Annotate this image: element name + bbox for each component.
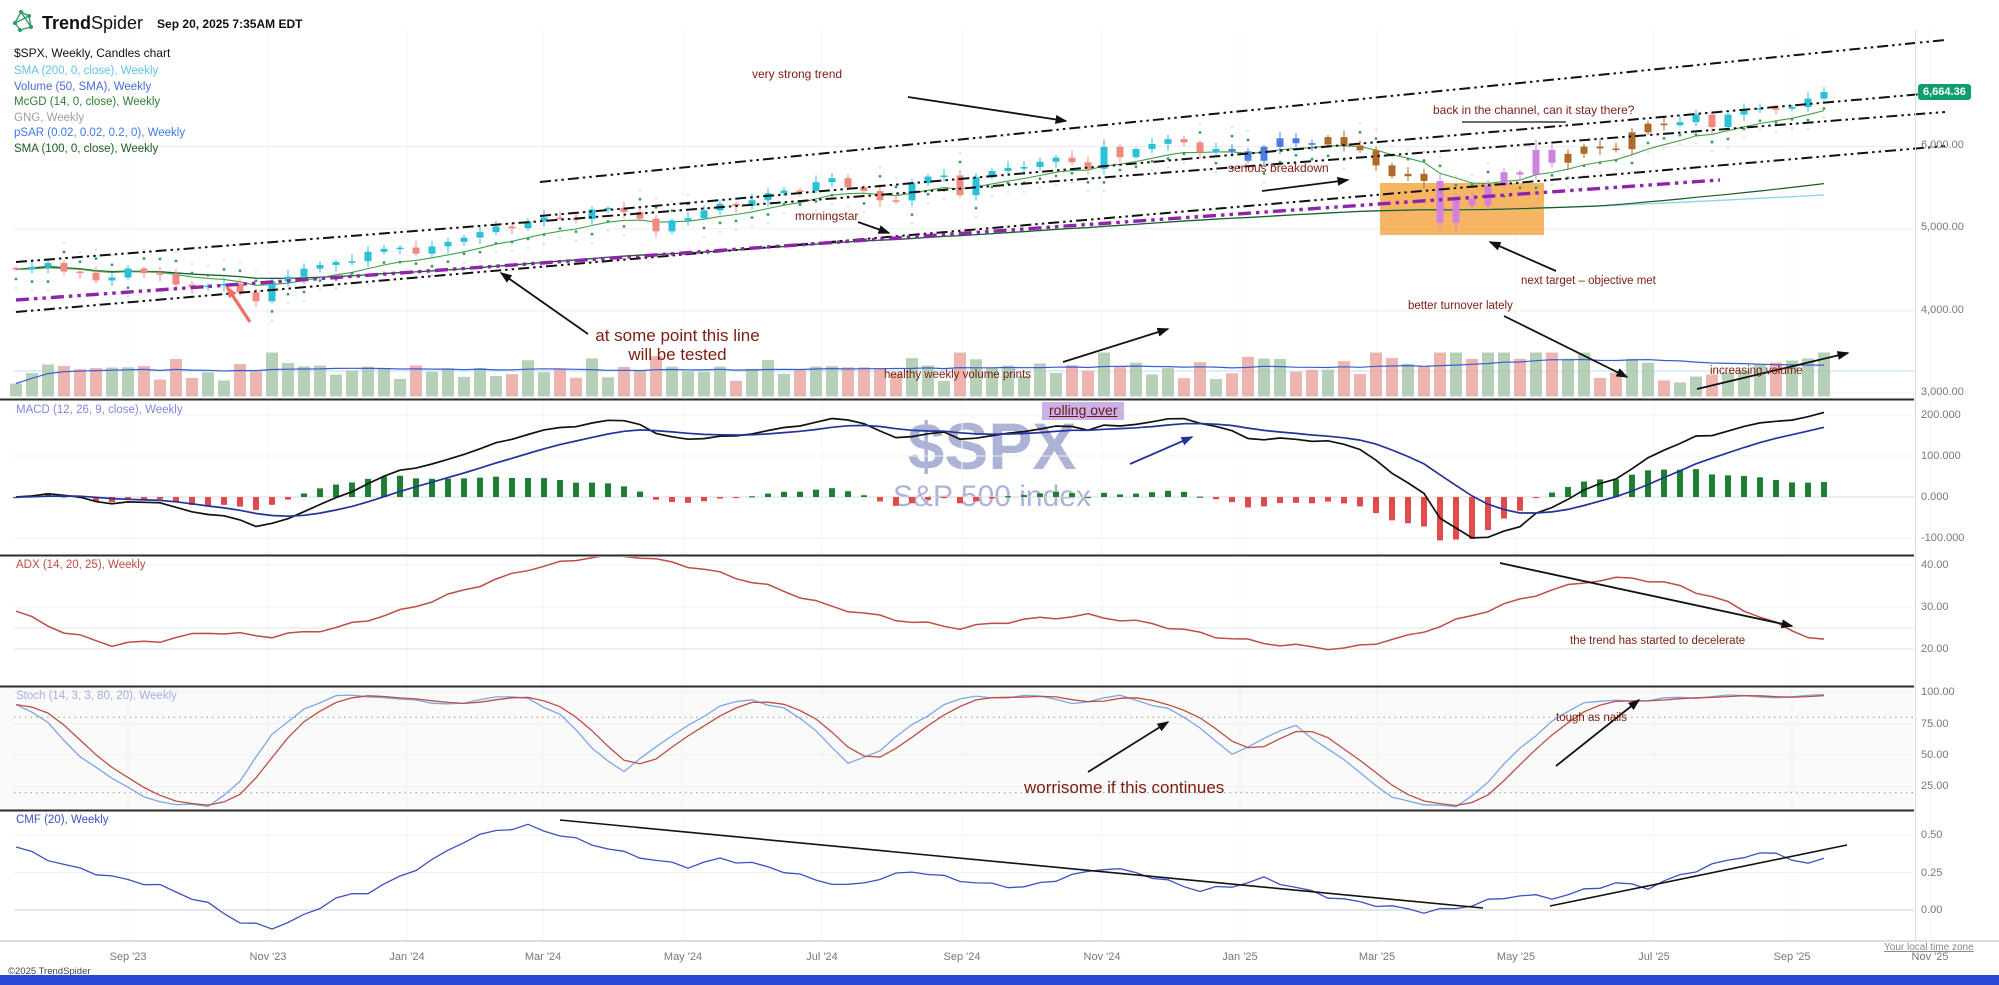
- axis-label: 25.00: [1921, 780, 1949, 792]
- axis-label: 0.000: [1921, 491, 1949, 503]
- legend-item-3[interactable]: GNG, Weekly: [14, 111, 85, 124]
- annotation-better-turnover[interactable]: better turnover lately: [1408, 300, 1513, 312]
- pane-label-cmf[interactable]: CMF (20), Weekly: [16, 814, 109, 826]
- axis-label: Nov '25: [1911, 951, 1949, 963]
- axis-label: Mar '25: [1358, 951, 1396, 963]
- axis-label: 75.00: [1921, 718, 1949, 730]
- axis-label: 100.000: [1921, 450, 1961, 462]
- axis-label: Jan '24: [389, 951, 425, 963]
- axis-label: May '25: [1496, 951, 1536, 963]
- brand-spider: Spider: [91, 13, 144, 33]
- axis-label: Sep '25: [1773, 951, 1811, 963]
- indicator-legend: SMA (200, 0, close), Weekly Volume (50, S…: [14, 64, 185, 158]
- annotation-tough-as-nails[interactable]: tough as nails: [1556, 712, 1627, 724]
- axis-label: Jan '25: [1222, 951, 1258, 963]
- axis-label: Sep '23: [109, 951, 147, 963]
- annotation-very-strong-trend[interactable]: very strong trend: [752, 67, 843, 81]
- annotation-back-in-channel[interactable]: back in the channel, can it stay there?: [1433, 103, 1635, 117]
- axis-label: 4,000.00: [1921, 304, 1964, 316]
- bottom-bar: [0, 975, 1999, 985]
- last-price-badge: 6,664.36: [1918, 84, 1971, 100]
- watermark-symbol: $SPX: [907, 409, 1077, 483]
- axis-label: Jul '25: [1638, 951, 1670, 963]
- axis-label: Nov '23: [249, 951, 287, 963]
- axis-label: Jul '24: [806, 951, 838, 963]
- axis-label: 6,000.00: [1921, 139, 1964, 151]
- axis-label: -100.000: [1921, 532, 1965, 544]
- copyright: ©2025 TrendSpider: [8, 966, 91, 977]
- annotation-morningstar[interactable]: morningstar: [795, 209, 859, 223]
- annotation-line-tested[interactable]: at some point this line will be tested: [595, 326, 760, 365]
- axis-label: 200.000: [1921, 409, 1961, 421]
- axis-label: Nov '24: [1083, 951, 1121, 963]
- legend-item-4[interactable]: pSAR (0.02, 0.02, 0.2, 0), Weekly: [14, 127, 186, 140]
- trendspider-logo-icon[interactable]: [10, 8, 36, 39]
- axis-label: 3,000.00: [1921, 386, 1964, 398]
- annotation-serious-breakdown[interactable]: serious breakdown: [1228, 161, 1329, 175]
- legend-item-5[interactable]: SMA (100, 0, close), Weekly: [14, 142, 159, 155]
- annotation-rolling-over[interactable]: rolling over: [1042, 402, 1125, 420]
- axis-label: May '24: [663, 951, 703, 963]
- pane-label-stoch[interactable]: Stoch (14, 3, 3, 80, 20), Weekly: [16, 690, 177, 702]
- legend-item-2[interactable]: McGD (14, 0, close), Weekly: [14, 96, 161, 109]
- pane-label-macd[interactable]: MACD (12, 26, 9, close), Weekly: [16, 404, 183, 416]
- chart-timestamp: Sep 20, 2025 7:35AM EDT: [157, 16, 303, 31]
- chart-title: $SPX, Weekly, Candles chart: [14, 46, 171, 60]
- legend-item-1[interactable]: Volume (50, SMA), Weekly: [14, 80, 152, 93]
- app-header: TrendSpider Sep 20, 2025 7:35AM EDT: [10, 8, 302, 39]
- axis-label: 5,000.00: [1921, 221, 1964, 233]
- pane-label-adx[interactable]: ADX (14, 20, 25), Weekly: [16, 559, 146, 571]
- brand-trend: Trend: [42, 13, 92, 33]
- axis-label: 30.00: [1921, 601, 1949, 613]
- axis-label: 50.00: [1921, 749, 1949, 761]
- axis-label: 0.25: [1921, 867, 1943, 879]
- brand-name[interactable]: TrendSpider: [42, 13, 143, 34]
- axis-label: 0.50: [1921, 829, 1943, 841]
- timezone-note[interactable]: Your local time zone: [1884, 942, 1974, 953]
- axis-label: 0.00: [1921, 904, 1943, 916]
- axis-label: Mar '24: [524, 951, 562, 963]
- axis-label: Sep '24: [943, 951, 981, 963]
- annotation-trend-decelerate[interactable]: the trend has started to decelerate: [1570, 635, 1746, 647]
- axis-label: 40.00: [1921, 559, 1949, 571]
- annotation-next-target[interactable]: next target – objective met: [1521, 275, 1656, 287]
- legend-item-0[interactable]: SMA (200, 0, close), Weekly: [14, 65, 159, 77]
- annotation-healthy-volume[interactable]: healthy weekly volume prints: [884, 369, 1032, 381]
- annotation-worrisome[interactable]: worrisome if this continues: [1024, 778, 1225, 797]
- axis-label: 100.00: [1921, 686, 1955, 698]
- axis-label: 20.00: [1921, 643, 1949, 655]
- annotation-increasing-volume[interactable]: increasing volume: [1710, 365, 1803, 377]
